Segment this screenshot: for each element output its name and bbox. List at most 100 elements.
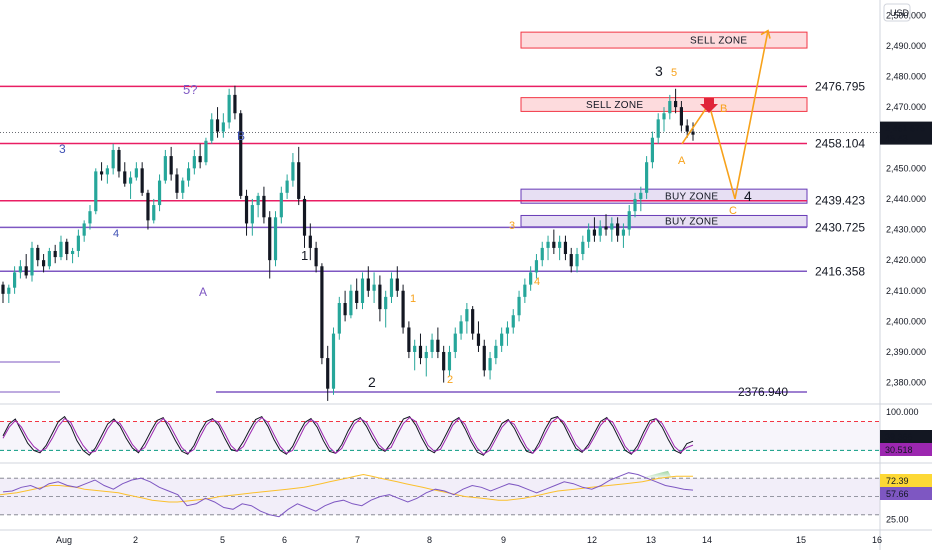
candle-body [424,351,428,359]
candle-body [47,250,51,267]
level-label: 2439.423 [815,194,865,208]
candle-body [349,290,353,316]
candle-body [517,296,521,316]
time-tick-label: 15 [796,535,806,545]
buy-zone-label: BUY ZONE [665,217,718,228]
candle-body [99,171,104,175]
time-axis[interactable]: Aug 2 5 6 7 8 9 12 13 14 15 16 [56,535,882,545]
candle-body [616,223,620,236]
wave-label: B [237,129,245,143]
candle-body [320,266,324,359]
candle-body [407,327,411,352]
wave-label: 5? [183,82,197,97]
candle-body [250,205,254,224]
candle-body [430,339,434,352]
candle-body [128,177,133,184]
price-axis[interactable]: 2,500.000 2,490.000 2,480.000 2,470.000 2,46… [880,10,932,524]
candle-body [668,101,672,114]
candle-body [146,192,150,221]
candle-body [117,149,121,172]
candle-body [418,345,423,359]
candle-body [598,226,602,236]
candle-body [210,119,214,141]
stochastic-pane[interactable] [0,415,880,456]
candle-body [331,333,336,389]
candle-body [76,235,80,251]
buy-zone-label: BUY ZONE [665,192,718,203]
rsi-overbought-fill [640,470,672,479]
candle-body [94,171,98,212]
candle-body [627,211,631,230]
candle-body [621,229,626,236]
candle-body [337,303,341,334]
currency-label: USD [890,8,910,18]
projection-path [681,30,769,200]
candle-body [447,351,452,371]
time-tick-label: 5 [220,535,225,545]
candle-body [24,266,28,276]
candle-body [221,122,225,132]
candle-body [82,223,86,236]
candle-body [140,168,144,193]
candle-body [523,284,527,297]
candle-body [679,107,683,126]
candle-body [7,287,11,294]
candle-body [540,247,544,261]
rsi-tick-label: 25.00 [886,514,909,524]
price-tick-label: 2,410.000 [886,286,926,296]
price-tick-label: 2,380.000 [886,378,926,388]
candle-body [215,119,220,132]
candle-body [65,241,69,255]
price-tick-label: 2,440.000 [886,194,926,204]
level-label: 2458.104 [815,137,865,151]
time-tick-label: Aug [56,535,72,545]
candle-body [123,171,127,184]
candle-body [563,241,568,255]
wave-label: C [729,205,737,217]
candle-body [88,211,92,224]
price-pane[interactable]: SELL ZONE SELL ZONE BUY ZONE BUY ZONE 2476.7… [0,29,880,401]
candle-body [581,241,585,255]
wave-label: 5 [671,67,677,79]
stoch-value-badge [880,430,932,443]
candle-body [401,290,405,328]
time-tick-label: 7 [355,535,360,545]
candle-body [442,351,446,371]
sell-zone-label: SELL ZONE [690,36,747,47]
wave-label: 1 [410,293,416,305]
stoch-series-line [2,415,694,456]
candle-body [604,226,608,230]
level-label: 2416.358 [815,264,865,278]
candle-body [476,333,481,346]
candle-body [662,113,666,120]
candle-body [262,195,266,218]
rsi-pane[interactable] [0,470,880,518]
price-tick-label: 2,420.000 [886,255,926,265]
candle-body [395,278,399,291]
candle-body [650,137,655,163]
sell-zone-box [520,31,808,49]
candle-body [645,162,649,193]
rsi-value-badge [880,474,932,487]
candle-body [198,156,202,163]
candle-body [360,278,365,303]
wave-label: A [199,285,207,299]
candle-body [268,217,272,261]
rsi-band [0,478,880,515]
candle-body [239,113,243,196]
time-tick-label: 9 [501,535,506,545]
wave-label: 2 [447,374,453,386]
rsi-series-line [2,472,694,518]
candle-body [256,195,260,206]
candle-body [355,290,359,303]
candle-body [291,162,295,181]
currency-button[interactable] [883,3,911,22]
time-tick-label: 13 [646,535,656,545]
rsi-value-label: 72.39 [886,476,909,486]
price-tick-label: 2,400.000 [886,316,926,326]
candle-body [656,119,660,138]
last-price-badge [880,121,932,145]
candle-body [372,284,376,291]
stoch-value-label: 39.366 [885,432,913,442]
